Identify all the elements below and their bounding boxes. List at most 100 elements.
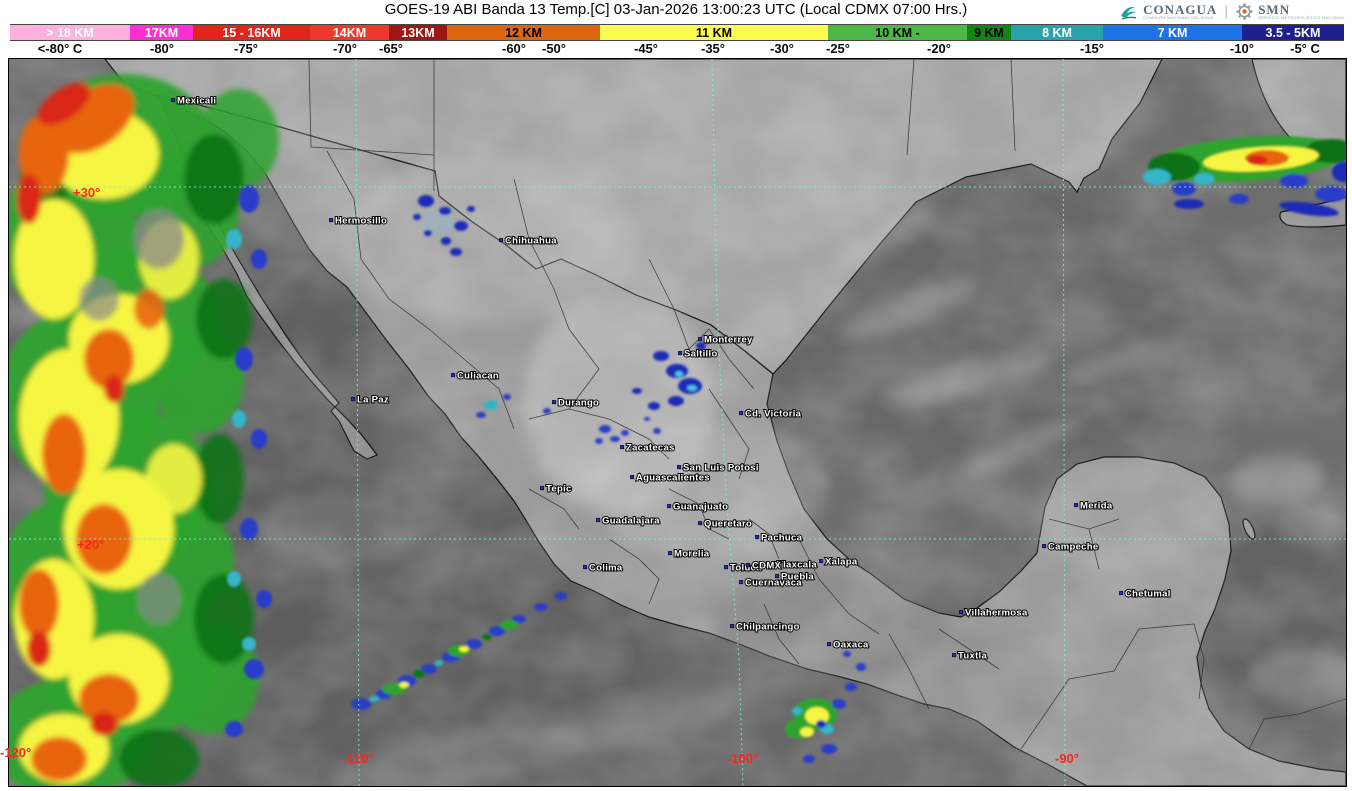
svg-text:Puebla: Puebla (781, 572, 814, 583)
city-marker-morelia: Morelia (668, 548, 710, 561)
temperature-label: -60° (502, 41, 526, 56)
temperature-label: -70° (333, 41, 357, 56)
southwest-coast-cloud-band (351, 592, 567, 710)
temperature-label: -20° (927, 41, 951, 56)
city-marker-zacatecas: Zacatecas (620, 442, 675, 455)
scale-segment: 7 KM (1103, 25, 1242, 40)
city-marker-cuernavaca: Cuernavaca (739, 577, 803, 590)
svg-text:Zacatecas: Zacatecas (626, 443, 675, 454)
scale-segment: 3.5 - 5KM (1242, 25, 1344, 40)
city-marker-la-paz: La Paz (351, 394, 390, 407)
city-marker-san-luis-potosi: San Luis Potosi (677, 462, 759, 475)
city-marker-saltillo: Saltillo (678, 348, 718, 361)
svg-text:Tepic: Tepic (546, 484, 572, 495)
svg-text:Xalapa: Xalapa (825, 557, 858, 568)
gridline-lon-100 (711, 59, 744, 786)
city-marker-puebla: Puebla (775, 571, 815, 584)
svg-text:Monterrey: Monterrey (704, 335, 753, 346)
coordinate-label: -110° (343, 751, 374, 766)
svg-text:La Paz: La Paz (357, 395, 389, 406)
scale-segment: 9 KM (967, 25, 1011, 40)
temperature-label: -80° (150, 41, 174, 56)
wispy-clouds (9, 206, 1346, 786)
scale-segment: 15 - 16KM (193, 25, 310, 40)
svg-text:CDMX: CDMX (752, 561, 782, 572)
temperature-label: -5° C (1290, 41, 1320, 56)
svg-text:Morelia: Morelia (674, 549, 710, 560)
city-marker-chilpancingo: Chilpancingo (730, 621, 800, 634)
city-marker-merida: Merida (1074, 500, 1114, 513)
agency-logos: CONAGUA COMISIÓN NACIONAL DEL AGUA | SMN… (1116, 2, 1348, 21)
svg-text:Pachuca: Pachuca (761, 533, 803, 544)
svg-text:Oaxaca: Oaxaca (833, 640, 869, 651)
city-marker-culiacan: Culiacan (451, 370, 500, 383)
temperature-label: -25° (826, 41, 850, 56)
scale-segment: 12 KM (447, 25, 600, 40)
city-marker-hermosillo: Hermosillo (329, 215, 388, 228)
svg-text:Saltillo: Saltillo (684, 349, 718, 360)
svg-text:Guanajuato: Guanajuato (673, 502, 728, 513)
city-marker-durango: Durango (552, 397, 600, 410)
scale-segment: 13KM (389, 25, 447, 40)
scale-segment: > 18 KM (10, 25, 130, 40)
temperature-label: -15° (1080, 41, 1104, 56)
svg-text:Hermosillo: Hermosillo (335, 216, 387, 227)
city-marker-mexicali: Mexicali (171, 95, 217, 108)
temperature-label: -35° (701, 41, 725, 56)
svg-text:Cd. Victoria: Cd. Victoria (745, 409, 802, 420)
logo-separator: | (1224, 3, 1229, 20)
coordinate-label: +30° (73, 185, 100, 200)
temperature-label: -65° (379, 41, 403, 56)
city-marker-cdmx: CDMX (746, 560, 782, 573)
svg-text:Colima: Colima (589, 563, 623, 574)
svg-text:Chetumal: Chetumal (1125, 589, 1171, 600)
zacatecas-cloud-specks (476, 394, 661, 444)
svg-text:Chilpancingo: Chilpancingo (736, 622, 800, 633)
city-marker-chetumal: Chetumal (1119, 588, 1171, 601)
latlon-gridlines (9, 59, 1346, 786)
temperature-label: <-80° C (37, 41, 83, 56)
gridline-lon-90 (1062, 59, 1066, 786)
svg-text:Culiacan: Culiacan (457, 371, 499, 382)
pacific-storm-clouds (9, 74, 279, 786)
conagua-subtitle: COMISIÓN NACIONAL DEL AGUA (1143, 15, 1214, 20)
smn-wordmark: SMN (1258, 2, 1291, 17)
svg-text:San Luis Potosi: San Luis Potosi (683, 463, 759, 474)
city-marker-pachuca: Pachuca (755, 532, 803, 545)
city-marker-queretaro: Queretaro (698, 518, 753, 531)
satellite-map[interactable]: +30° +20° -110° -100° -90° Mexicali Hermosill… (8, 58, 1347, 787)
svg-text:Toluca: Toluca (730, 563, 762, 574)
city-marker-tlaxcala: Tlaxcala (771, 559, 818, 572)
svg-text:Campeche: Campeche (1048, 542, 1098, 553)
scale-segment: 17KM (130, 25, 193, 40)
smn-subtitle: SERVICIO METEOROLÓGICO NACIONAL (1258, 15, 1345, 20)
city-marker-campeche: Campeche (1042, 541, 1099, 554)
city-marker-chihuahua: Chihuahua (499, 235, 558, 248)
conagua-wave-icon (1121, 6, 1137, 19)
temperature-scale-labels: <-80° C -80° -75° -70° -65° -60° -50° -45° -35° -… (0, 41, 1352, 57)
svg-text:Tlaxcala: Tlaxcala (777, 560, 817, 571)
city-marker-colima: Colima (583, 562, 624, 575)
city-marker-toluca: Toluca (724, 562, 763, 575)
coordinate-label: +20° (77, 537, 104, 552)
svg-text:Tuxtla: Tuxtla (958, 651, 987, 662)
image-title: GOES-19 ABI Banda 13 Temp.[C] 03-Jan-202… (384, 1, 968, 18)
svg-text:Chihuahua: Chihuahua (505, 236, 557, 247)
edge-longitude-label: -120° (0, 745, 32, 760)
gridline-lon-110 (355, 59, 360, 786)
temperature-label: -75° (234, 41, 258, 56)
svg-text:Guadalajara: Guadalajara (602, 516, 660, 527)
scale-segment: 11 KM (600, 25, 828, 40)
pacific-storm-fringe (225, 185, 272, 737)
city-marker-guanajuato: Guanajuato (667, 501, 729, 514)
city-marker-monterrey: Monterrey (698, 334, 754, 347)
svg-text:Villahermosa: Villahermosa (965, 608, 1028, 619)
chihuahua-cloud-specks (413, 195, 475, 256)
city-marker-villahermosa: Villahermosa (959, 607, 1029, 620)
conagua-logo: CONAGUA COMISIÓN NACIONAL DEL AGUA (1119, 3, 1217, 21)
city-marker-tepic: Tepic (540, 483, 572, 496)
city-markers: Mexicali Hermosillo Chihuahua Culiacan La Pa… (171, 95, 1171, 663)
city-marker-guadalajara: Guadalajara (596, 515, 661, 528)
city-marker-aguascalientes: Aguascalientes (630, 472, 711, 485)
conagua-wordmark: CONAGUA (1143, 2, 1218, 17)
